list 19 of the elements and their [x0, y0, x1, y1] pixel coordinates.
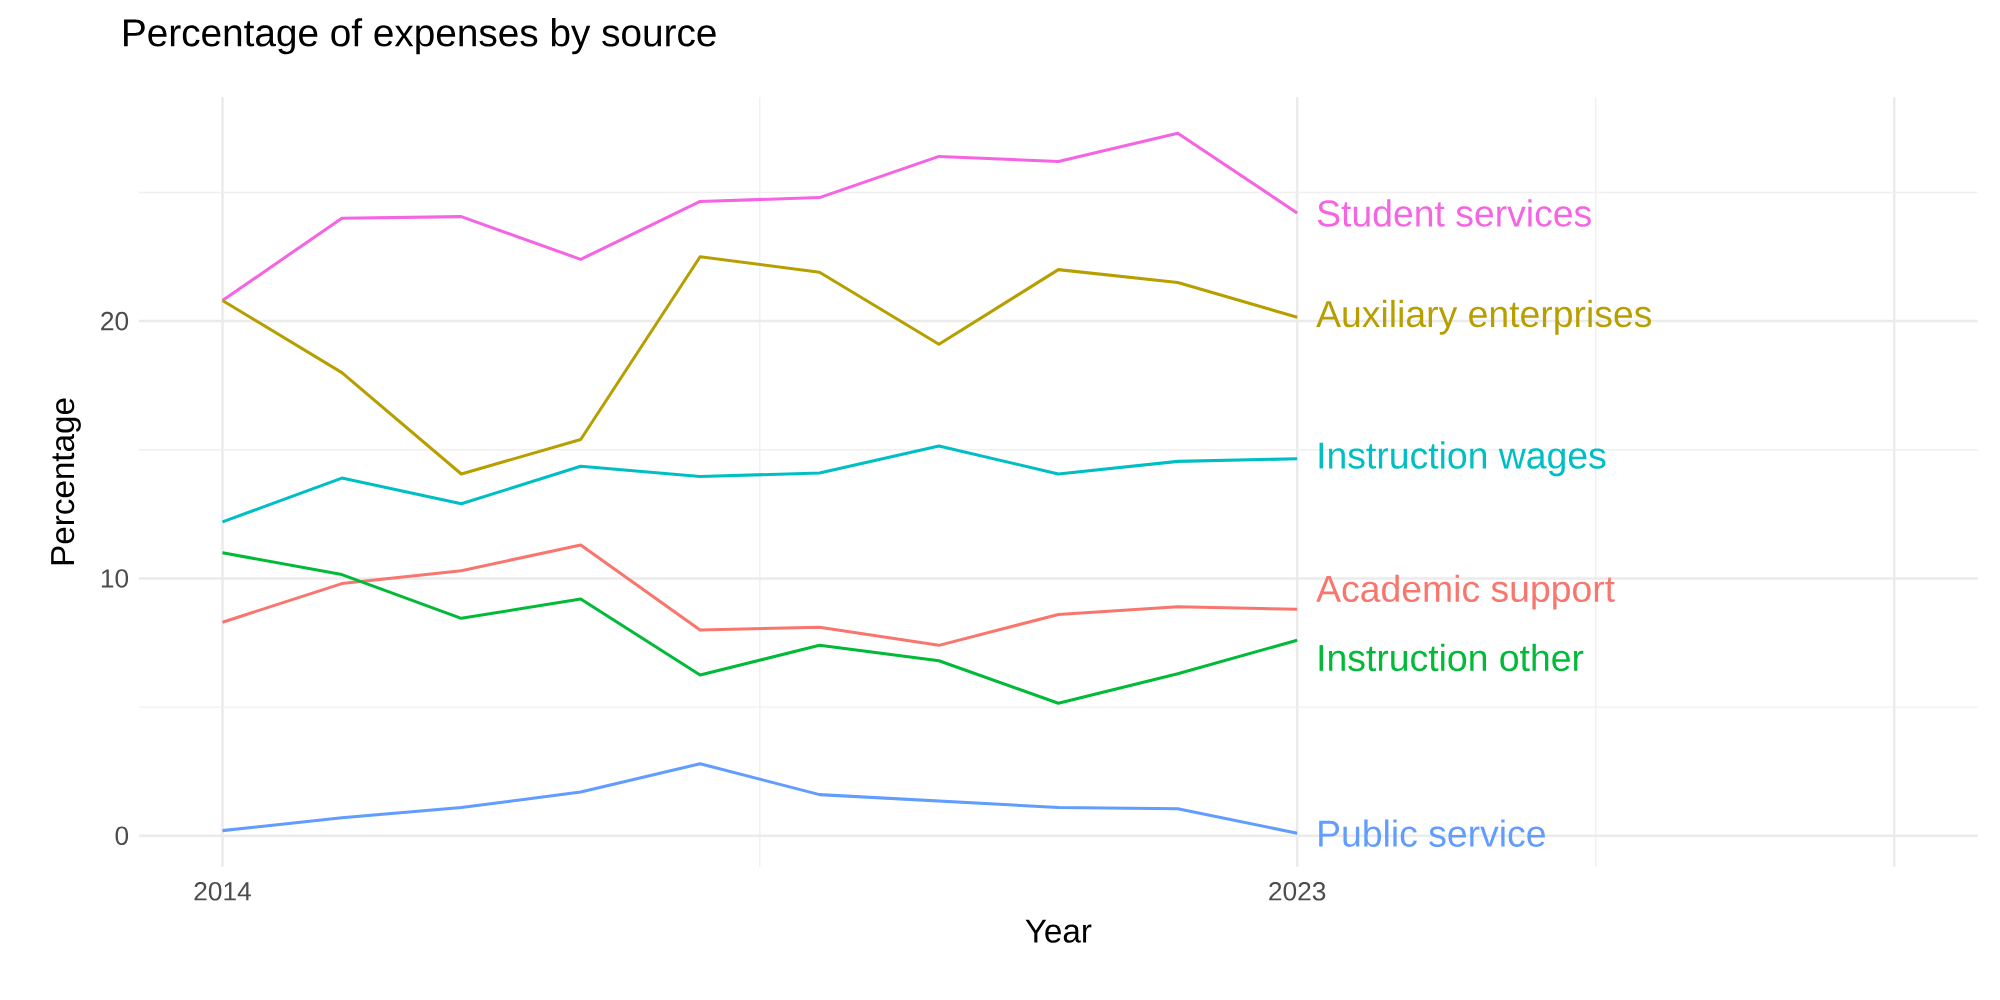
- line-series: [220, 551, 1299, 705]
- x-tick-label: 2023: [1269, 882, 1326, 901]
- chart-title: Percentage of expenses by source: [124, 18, 716, 55]
- line-series: [220, 255, 1299, 476]
- series-label: Instruction other: [1319, 643, 1584, 672]
- line-series: [220, 444, 1299, 524]
- y-tick-label: 20: [101, 311, 129, 331]
- series-label: Student services: [1317, 199, 1591, 227]
- line-series: [220, 131, 1299, 303]
- x-axis-title: Year: [1025, 919, 1092, 943]
- line-series: [220, 543, 1299, 647]
- series-label: Instruction wages: [1319, 441, 1606, 477]
- series-label: Public service: [1319, 819, 1545, 847]
- y-tick-label: 0: [115, 826, 129, 846]
- y-tick-label: 10: [101, 569, 129, 588]
- x-tick-label: 2014: [194, 882, 251, 901]
- y-axis-title: Percentage: [51, 398, 81, 565]
- series-label: Auxiliary enterprises: [1316, 299, 1652, 335]
- series-label: Academic support: [1316, 574, 1615, 610]
